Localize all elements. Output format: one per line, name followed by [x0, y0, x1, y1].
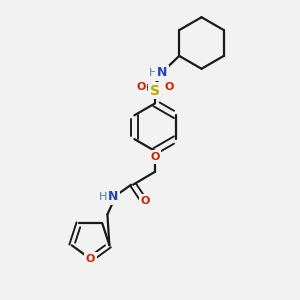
Text: H: H	[99, 192, 108, 202]
Text: N: N	[108, 190, 118, 203]
Text: O: O	[164, 82, 173, 92]
Text: O: O	[150, 152, 160, 162]
Text: O: O	[140, 196, 150, 206]
Text: O: O	[86, 254, 95, 264]
Text: N: N	[157, 66, 167, 79]
Text: H: H	[149, 68, 157, 78]
Text: S: S	[150, 84, 160, 98]
Text: O: O	[136, 82, 146, 92]
